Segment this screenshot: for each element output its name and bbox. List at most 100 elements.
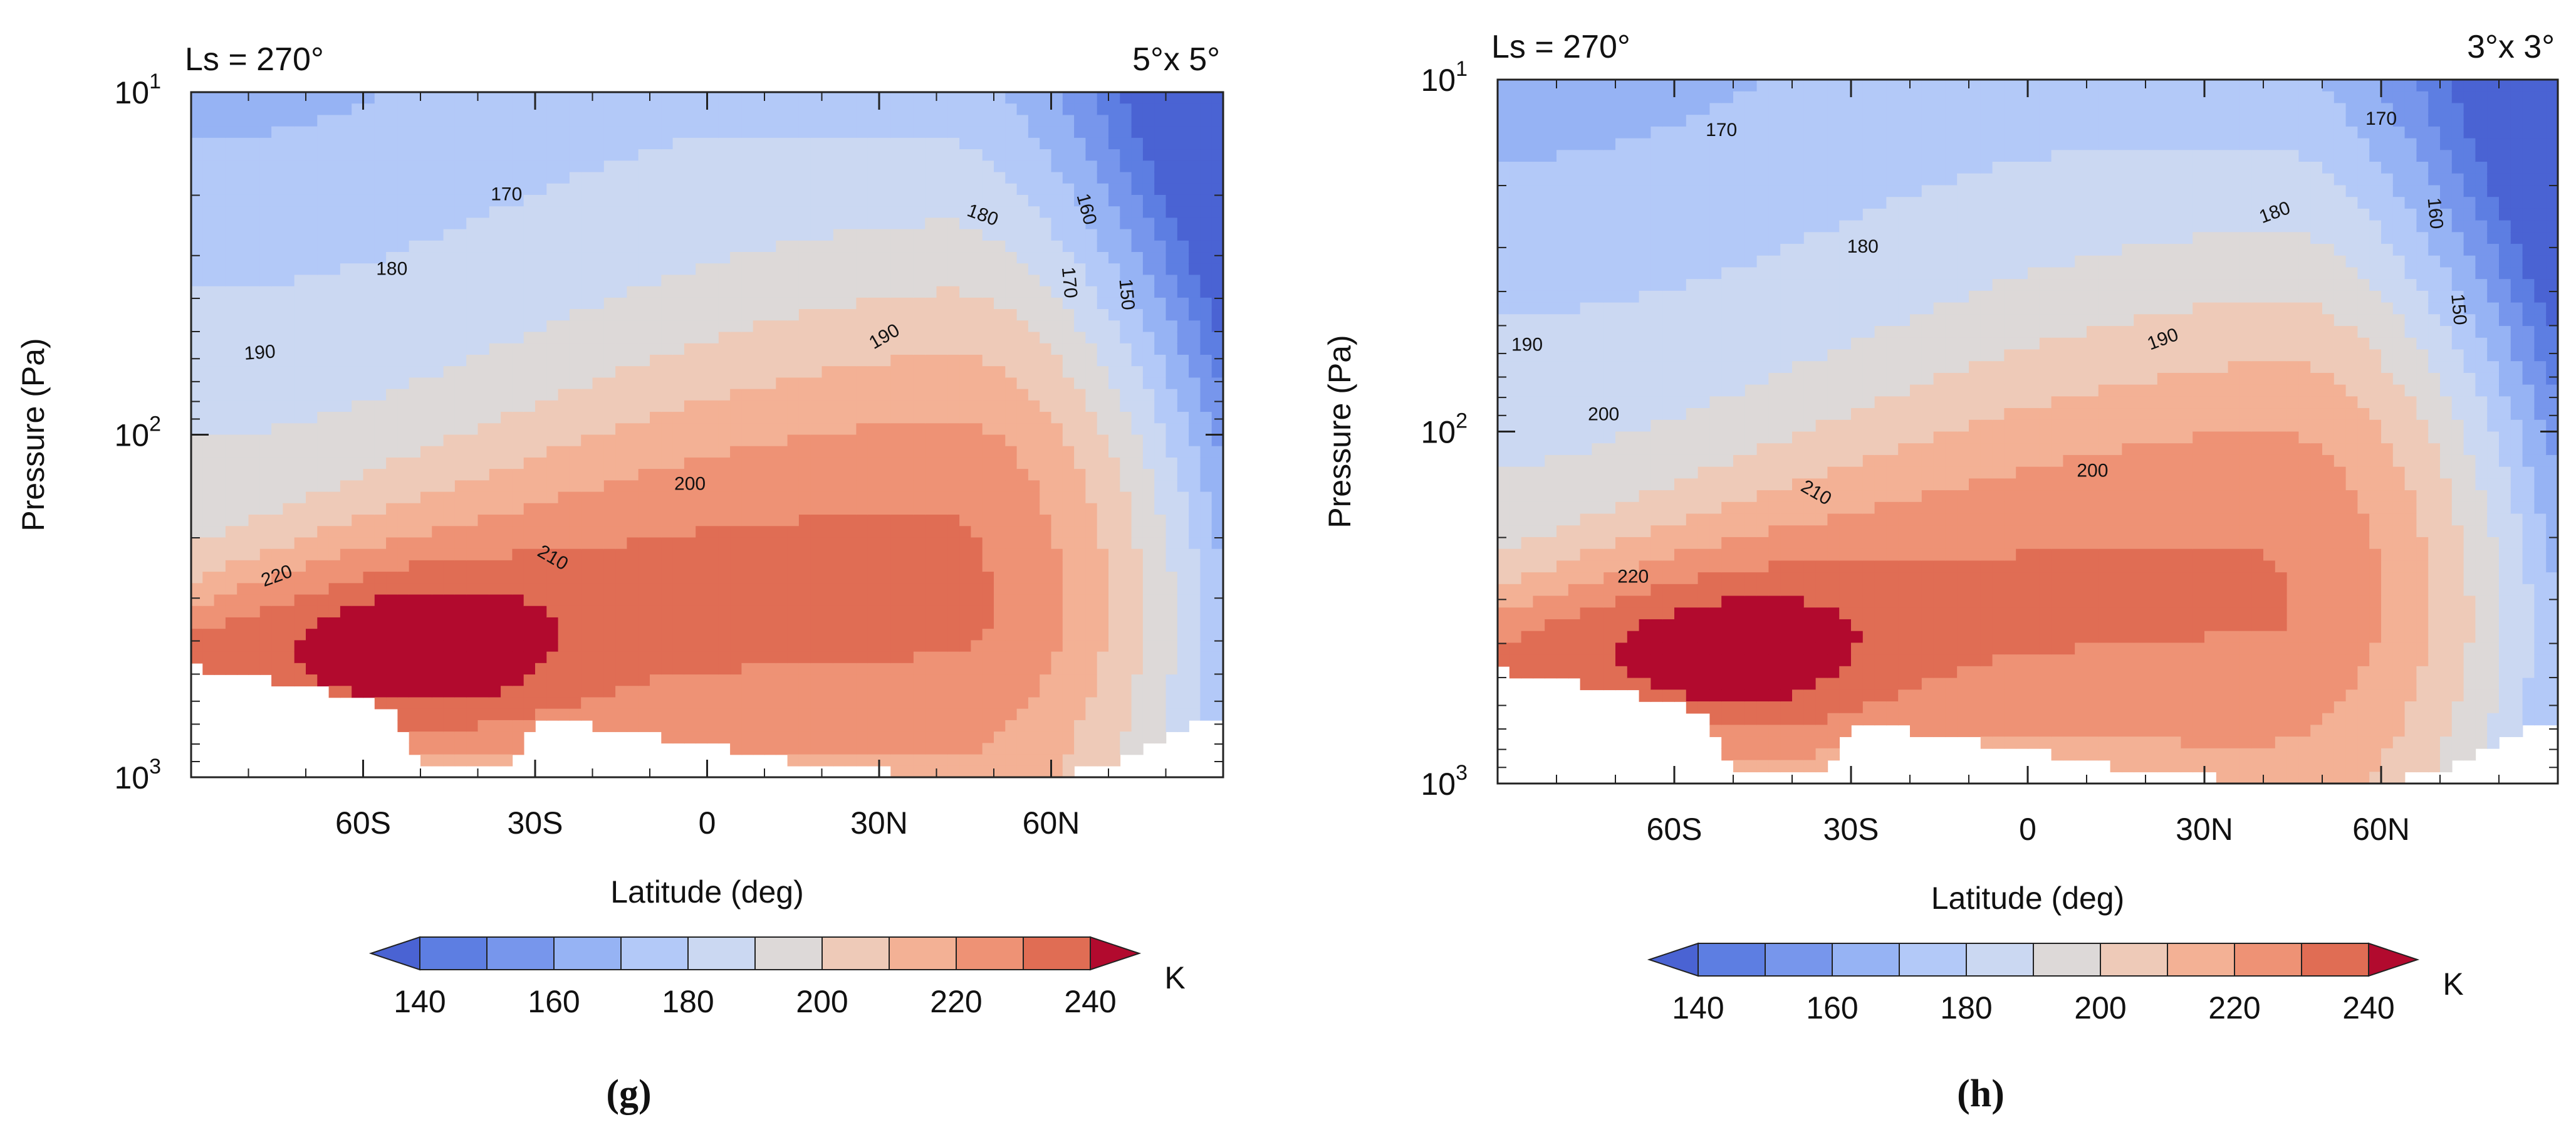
contour-cell bbox=[764, 548, 777, 561]
contour-cell bbox=[1154, 354, 1167, 367]
contour-cell bbox=[994, 605, 1006, 618]
contour-cell bbox=[202, 103, 215, 116]
contour-cell bbox=[776, 389, 788, 401]
contour-cell bbox=[1085, 754, 1098, 767]
contour-cell bbox=[890, 708, 903, 721]
contour-cell bbox=[971, 503, 983, 515]
contour-cell bbox=[546, 366, 559, 379]
contour-cell bbox=[248, 149, 261, 162]
contour-cell bbox=[306, 320, 318, 333]
contour-cell bbox=[294, 160, 306, 173]
contour-cell bbox=[925, 297, 937, 310]
contour-cell bbox=[1165, 469, 1178, 481]
contour-cell bbox=[1028, 377, 1040, 390]
contour-cell bbox=[477, 218, 490, 230]
contour-cell bbox=[306, 172, 318, 184]
contour-cell bbox=[1142, 92, 1155, 105]
contour-cell bbox=[409, 640, 421, 653]
contour-cell bbox=[191, 92, 204, 105]
contour-cell bbox=[696, 640, 708, 653]
contour-cell bbox=[902, 92, 914, 105]
contour-cell bbox=[214, 605, 226, 618]
contour-cell bbox=[730, 229, 743, 241]
contour-cell bbox=[1165, 377, 1178, 390]
contour-cell bbox=[798, 754, 811, 767]
contour-cell bbox=[798, 617, 811, 629]
contour-cell bbox=[477, 423, 490, 436]
contour-cell bbox=[1085, 126, 1098, 139]
contour-cell bbox=[294, 297, 306, 310]
contour-cell bbox=[810, 332, 823, 344]
contour-cell bbox=[248, 469, 261, 481]
contour-cell bbox=[776, 617, 788, 629]
contour-cell bbox=[237, 309, 249, 322]
contour-cell bbox=[328, 309, 341, 322]
contour-cell bbox=[661, 297, 674, 310]
contour-cell bbox=[707, 275, 719, 287]
contour-cell bbox=[925, 457, 937, 469]
contour-cell bbox=[1120, 686, 1132, 698]
contour-cell bbox=[753, 263, 765, 276]
contour-cell bbox=[1028, 332, 1040, 344]
contour-cell bbox=[947, 572, 960, 584]
contour-cell bbox=[454, 537, 467, 550]
contour-cell bbox=[603, 697, 616, 710]
contour-cell bbox=[271, 286, 284, 298]
contour-cell bbox=[856, 206, 868, 219]
contour-cell bbox=[352, 515, 364, 527]
contour-cell bbox=[454, 515, 467, 527]
contour-cell bbox=[627, 263, 639, 276]
contour-cell bbox=[1085, 263, 1098, 276]
contour-cell bbox=[810, 446, 823, 458]
contour-cell bbox=[798, 640, 811, 653]
contour-cell bbox=[306, 218, 318, 230]
contour-cell bbox=[1085, 503, 1098, 515]
contour-cell bbox=[672, 572, 685, 584]
contour-cell bbox=[535, 560, 548, 572]
contour-cell bbox=[512, 469, 524, 481]
contour-cell bbox=[684, 286, 696, 298]
contour-cell bbox=[913, 515, 926, 527]
contour-cell bbox=[833, 92, 845, 105]
contour-cell bbox=[798, 354, 811, 367]
contour-cell bbox=[913, 605, 926, 618]
contour-cell bbox=[638, 389, 650, 401]
contour-cell bbox=[787, 697, 800, 710]
contour-cell bbox=[592, 674, 605, 687]
contour-cell bbox=[1097, 149, 1109, 162]
contour-cell bbox=[523, 434, 536, 447]
contour-cell bbox=[1154, 629, 1167, 641]
contour-cell bbox=[1108, 275, 1121, 287]
contour-cell bbox=[420, 572, 433, 584]
contour-cell bbox=[776, 412, 788, 424]
contour-cell bbox=[409, 366, 421, 379]
contour-cell bbox=[248, 480, 261, 493]
contour-cell bbox=[340, 617, 352, 629]
contour-cell bbox=[397, 206, 410, 219]
contour-cell bbox=[994, 286, 1006, 298]
contour-cell bbox=[1131, 160, 1144, 173]
contour-cell bbox=[650, 183, 662, 196]
contour-cell bbox=[845, 309, 857, 322]
contour-cell bbox=[764, 560, 777, 572]
contour-cell bbox=[1097, 560, 1109, 572]
contour-cell bbox=[753, 594, 765, 607]
contour-cell bbox=[248, 172, 261, 184]
contour-cell bbox=[741, 560, 754, 572]
contour-cell bbox=[1097, 103, 1109, 116]
contour-cell bbox=[1131, 423, 1144, 436]
contour-cell bbox=[386, 286, 399, 298]
contour-cell bbox=[867, 491, 880, 504]
contour-cell bbox=[374, 332, 387, 344]
contour-cell bbox=[661, 594, 674, 607]
contour-cell bbox=[1085, 583, 1098, 595]
contour-cell bbox=[225, 617, 237, 629]
contour-cell bbox=[902, 457, 914, 469]
contour-cell bbox=[558, 389, 570, 401]
contour-cell bbox=[638, 503, 650, 515]
contour-cell bbox=[845, 343, 857, 355]
contour-cell bbox=[374, 594, 387, 607]
contour-cell bbox=[925, 252, 937, 265]
contour-cell bbox=[546, 137, 559, 150]
contour-cell bbox=[489, 583, 501, 595]
